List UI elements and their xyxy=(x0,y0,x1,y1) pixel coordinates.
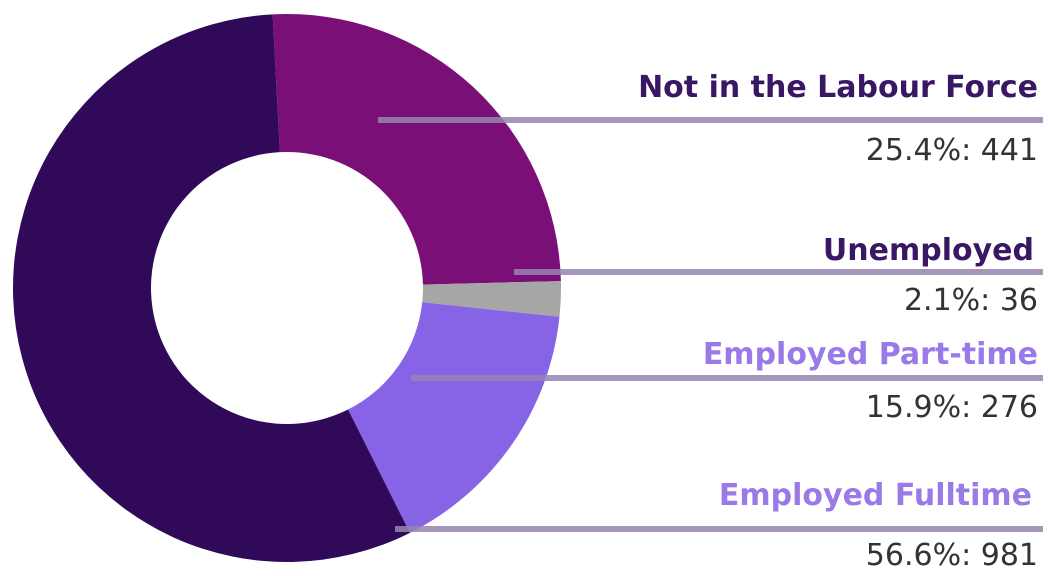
category-label-unemployed: Unemployed xyxy=(822,233,1034,268)
value-label-employed-part-time: 15.9%: 276 xyxy=(865,390,1038,425)
slice-unemployed xyxy=(422,281,561,317)
value-label-not-in-labour-force: 25.4%: 441 xyxy=(865,133,1038,168)
leader-line-employed-part-time xyxy=(411,375,1043,381)
donut-chart xyxy=(12,13,561,563)
leader-line-employed-fulltime xyxy=(395,526,1043,532)
leader-line-unemployed xyxy=(514,269,1043,275)
slice-employed-fulltime xyxy=(12,14,410,563)
category-label-employed-part-time: Employed Part-time xyxy=(702,337,1038,372)
value-label-employed-fulltime: 56.6%: 981 xyxy=(865,538,1038,573)
slice-not-in-labour-force xyxy=(272,13,561,285)
category-label-not-in-labour-force: Not in the Labour Force xyxy=(638,70,1038,105)
leader-line-not-in-labour-force xyxy=(378,117,1043,123)
value-label-unemployed: 2.1%: 36 xyxy=(903,283,1038,318)
slice-employed-part-time xyxy=(348,302,560,533)
category-label-employed-fulltime: Employed Fulltime xyxy=(718,478,1032,513)
